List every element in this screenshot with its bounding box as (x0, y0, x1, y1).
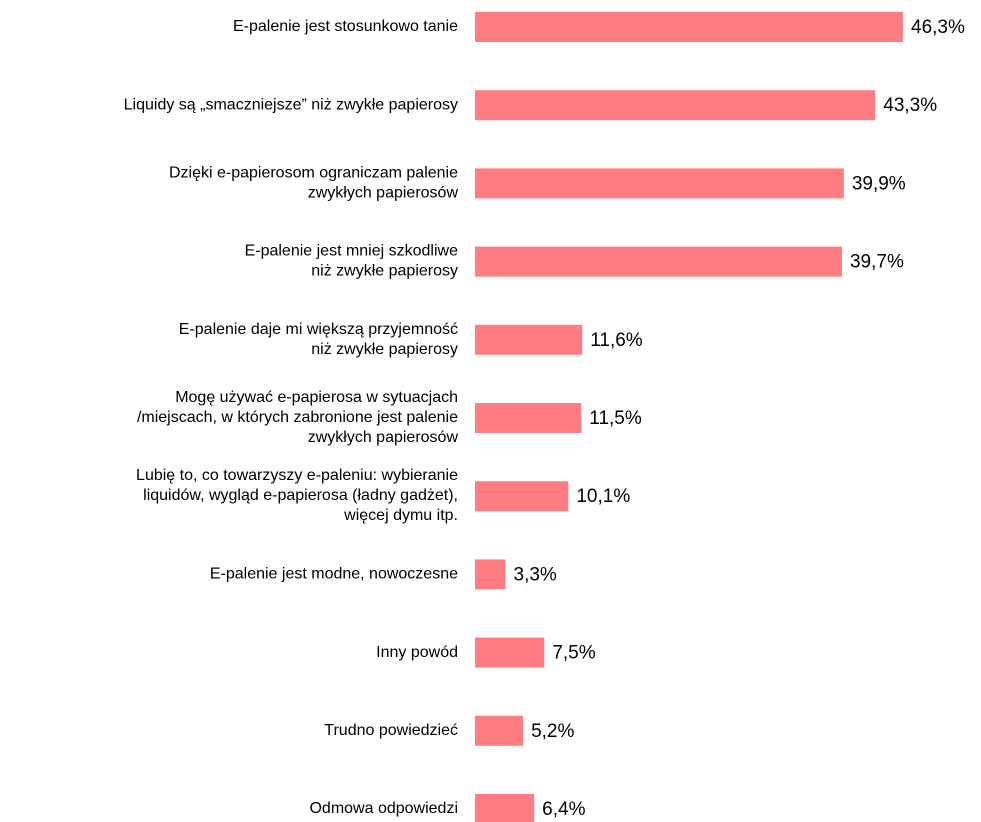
bar (475, 481, 569, 512)
value-label: 7,5% (552, 643, 595, 664)
category-label: E-palenie jest modne, nowoczesne (210, 566, 458, 583)
value-label: 39,9% (852, 173, 906, 194)
value-label: 5,2% (531, 721, 574, 742)
bar (475, 715, 524, 746)
bar (475, 168, 844, 199)
bar (475, 403, 582, 433)
value-label: 39,7% (850, 252, 904, 273)
bar (475, 12, 903, 42)
category-label: Liquidy są „smaczniejsze” niż zwykłe pap… (124, 96, 458, 113)
bar (475, 246, 842, 277)
value-label: 11,6% (590, 330, 643, 351)
value-label: 43,3% (883, 95, 937, 116)
value-label: 6,4% (542, 799, 585, 820)
category-label: E-palenie jest mniej szkodliwe niż zwykłe… (245, 243, 459, 280)
value-label: 11,5% (589, 408, 642, 429)
value-label: 3,3% (514, 564, 557, 585)
bar (475, 559, 506, 590)
bar (475, 637, 545, 668)
category-label: E-palenie jest stosunkowo tanie (233, 18, 458, 35)
category-label: Mogę używać e-papierosa w sytuacjach/mie… (137, 389, 458, 446)
bar (475, 794, 535, 822)
category-label: Trudno powiedzieć (324, 722, 458, 739)
bar (475, 324, 583, 355)
category-label: Odmowa odpowiedzi (309, 800, 458, 817)
category-label: E-palenie daje mi większą przyjemność niż… (179, 321, 458, 358)
value-label: 10,1% (576, 486, 630, 507)
value-label: 46,3% (911, 17, 965, 38)
category-label: Dzięki e-papierosom ograniczam palenie zw… (169, 165, 458, 202)
bar (475, 90, 876, 121)
category-label: Lubię to, co towarzyszy e-paleniu: wybie… (136, 467, 458, 524)
category-label: Inny powód (376, 644, 458, 661)
